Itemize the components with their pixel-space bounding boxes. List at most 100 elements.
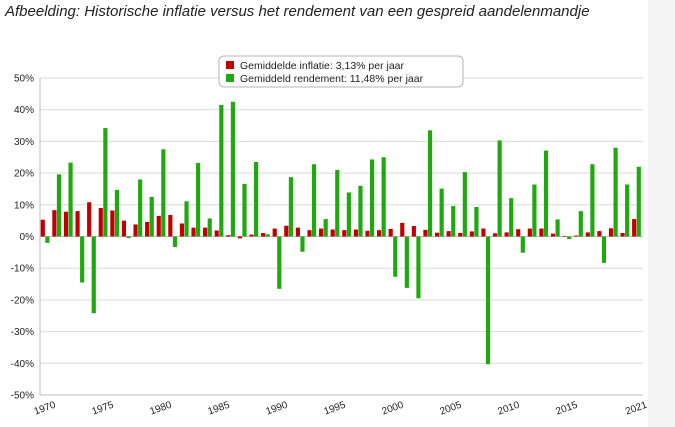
- inflation-bar: [121, 220, 127, 237]
- return-bar: [601, 236, 607, 263]
- inflation-bar: [585, 232, 590, 237]
- inflation-bar: [481, 228, 486, 237]
- inflation-bar: [133, 224, 138, 237]
- return-bar: [393, 236, 398, 277]
- inflation-bar: [191, 227, 196, 237]
- x-tick-label: 1980: [149, 400, 174, 418]
- return-bar: [404, 236, 409, 288]
- return-bar: [369, 159, 375, 237]
- x-tick-label: 1970: [33, 400, 58, 418]
- inflation-bar: [179, 223, 185, 237]
- inflation-bar: [237, 236, 242, 239]
- inflation-bar: [423, 229, 428, 237]
- inflation-bar: [284, 225, 289, 237]
- inflation-bar: [319, 228, 324, 237]
- return-bar: [45, 236, 50, 243]
- inflation-bar: [376, 230, 382, 237]
- inflation-bar: [87, 202, 92, 237]
- inflation-bar: [40, 219, 45, 237]
- y-tick-label: 30%: [14, 137, 34, 148]
- inflation-bar: [307, 230, 312, 237]
- return-bar: [300, 236, 305, 252]
- inflation-bar: [353, 229, 358, 237]
- y-tick-label: 0%: [20, 232, 35, 243]
- return-bar: [578, 211, 583, 237]
- page-side-strip: [648, 0, 675, 427]
- inflation-bar: [110, 210, 115, 237]
- return-bar: [532, 184, 537, 237]
- return-bar: [358, 185, 363, 237]
- y-tick-label: -30%: [11, 327, 34, 338]
- legend-box: [218, 55, 464, 88]
- return-bar: [451, 206, 456, 237]
- return-bar: [474, 207, 479, 237]
- inflation-bar: [98, 207, 103, 237]
- y-tick-label: 40%: [14, 105, 34, 116]
- x-tick-label: 2015: [554, 400, 579, 418]
- return-bar: [56, 174, 62, 237]
- inflation-bar: [492, 233, 498, 237]
- chart-legend: Gemiddelde inflatie: 3,13% per jaar Gemi…: [218, 55, 464, 88]
- inflation-bar: [342, 230, 347, 237]
- return-bar: [555, 219, 560, 237]
- inflation-bar: [400, 222, 405, 237]
- return-bar: [80, 236, 85, 283]
- inflation-bar: [214, 230, 219, 237]
- inflation-bar: [574, 235, 579, 237]
- inflation-bar: [145, 221, 150, 237]
- y-tick-label: -20%: [11, 295, 34, 306]
- y-tick-label: -10%: [11, 264, 34, 275]
- inflation-bar: [632, 219, 637, 237]
- inflation-bar: [261, 233, 266, 237]
- return-bar: [196, 162, 201, 237]
- return-bar: [161, 149, 166, 237]
- return-bar: [520, 236, 525, 253]
- inflation-bar: [365, 230, 370, 237]
- inflation-bar: [330, 229, 335, 237]
- return-bar: [335, 169, 340, 237]
- inflation-bar: [562, 235, 567, 237]
- return-bar: [91, 236, 96, 314]
- return-bar: [416, 236, 421, 299]
- return-bar: [485, 236, 491, 365]
- x-tick-label: 1985: [207, 400, 232, 418]
- return-bar: [265, 234, 270, 237]
- x-tick-label: 1995: [323, 400, 348, 418]
- return-bar: [68, 162, 73, 237]
- inflation-bar: [527, 228, 532, 237]
- inflation-bar: [52, 210, 57, 237]
- return-bar: [103, 128, 108, 237]
- return-bar: [567, 236, 572, 240]
- x-tick-label: 2005: [438, 400, 463, 418]
- y-tick-label: 10%: [14, 200, 34, 211]
- inflation-bar: [203, 227, 208, 237]
- inflation-bar: [295, 227, 300, 237]
- return-bar: [613, 147, 618, 237]
- return-bar: [219, 104, 224, 237]
- x-tick-label: 2000: [380, 400, 405, 418]
- return-bar: [323, 219, 328, 237]
- return-bar: [114, 189, 120, 237]
- inflation-bar: [620, 233, 625, 237]
- return-bar: [543, 150, 549, 237]
- inflation-bar: [434, 232, 440, 237]
- return-bar: [242, 183, 247, 237]
- bar-chart: 50% 40% 30% 20% 10% 0% -10% -20% -30% -40% -50% 19…: [11, 55, 648, 418]
- return-bar: [509, 198, 514, 237]
- inflation-bar: [75, 211, 80, 237]
- y-tick-label: 20%: [14, 169, 34, 180]
- inflation-bar: [539, 228, 544, 237]
- y-axis: 50% 40% 30% 20% 10% 0% -10% -20% -30% -40% -50%: [11, 74, 41, 402]
- x-tick-label: 1975: [91, 400, 116, 418]
- inflation-bar: [226, 235, 231, 237]
- y-tick-label: -40%: [11, 359, 34, 370]
- inflation-bar: [516, 229, 521, 237]
- return-bar: [625, 184, 630, 237]
- return-bar: [149, 196, 154, 237]
- inflation-bar: [458, 233, 463, 237]
- legend-swatch-return: [226, 74, 234, 82]
- return-bar: [230, 101, 235, 237]
- y-tick-label: 50%: [14, 74, 34, 85]
- inflation-bar: [249, 234, 254, 237]
- y-tick-label: -50%: [11, 391, 34, 402]
